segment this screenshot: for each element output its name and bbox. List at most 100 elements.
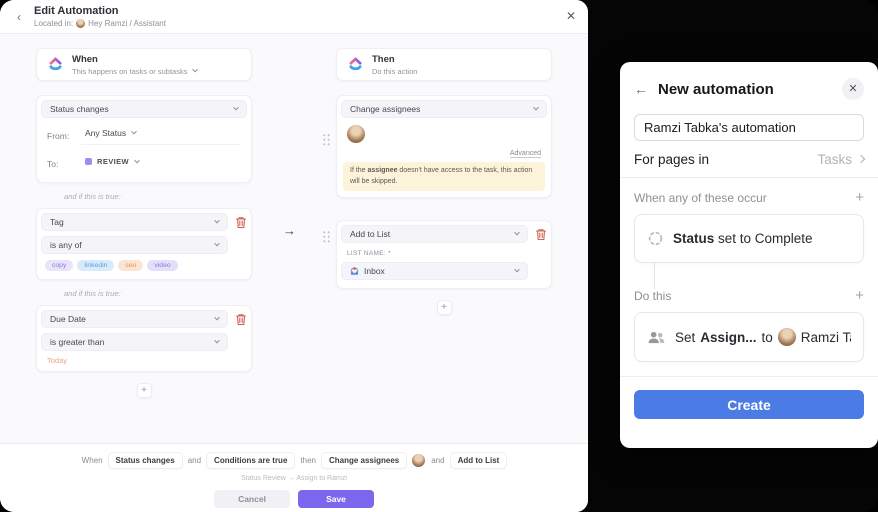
summary-trigger-chip[interactable]: Status changes	[108, 453, 182, 468]
chevron-down-icon	[514, 229, 520, 236]
back-arrow-icon[interactable]: ←	[634, 81, 648, 97]
chevron-down-icon	[192, 66, 199, 73]
clickup-logo-icon	[47, 56, 64, 73]
due-date-value[interactable]: Today	[47, 356, 68, 365]
from-label: From:	[47, 130, 70, 141]
action-assignee-avatar	[777, 328, 796, 346]
automation-summary: When Status changes and Conditions are t…	[0, 444, 588, 468]
when-subtitle-dropdown[interactable]: This happens on tasks or subtasks	[72, 66, 199, 76]
cancel-button[interactable]: Cancel	[214, 490, 290, 508]
chevron-down-icon	[214, 240, 220, 247]
status-to-row: To: REVIEW	[41, 147, 247, 174]
tag-chip[interactable]: video	[147, 260, 178, 271]
then-subtitle: Do this action	[372, 66, 418, 76]
from-status-select[interactable]: Any Status	[81, 126, 241, 145]
scope-value: Tasks	[817, 151, 852, 167]
trash-icon[interactable]	[235, 313, 247, 326]
tag-operator-select[interactable]: is any of	[41, 236, 228, 254]
save-button[interactable]: Save	[298, 490, 374, 508]
add-action-button[interactable]: +	[436, 300, 452, 315]
tag-condition-card: Tag is any of copy linkedin seo video	[36, 208, 252, 280]
due-date-condition-card: Due Date is greater than Today	[36, 305, 252, 372]
chevron-down-icon	[214, 314, 220, 321]
condition-divider-text: and if this is true:	[64, 289, 121, 298]
automation-name-input[interactable]	[634, 114, 864, 141]
tag-field-select[interactable]: Tag	[41, 213, 228, 231]
panel-title: New automation	[658, 80, 774, 98]
inbox-icon	[350, 267, 359, 276]
trigger-summary-card[interactable]: Status set to Complete	[634, 214, 864, 263]
located-in-label: Located in:	[34, 19, 74, 28]
tag-chip[interactable]: seo	[118, 260, 144, 271]
clickup-logo-icon	[347, 56, 364, 73]
status-spinner-icon	[647, 230, 664, 247]
action-section-label: Do this	[634, 289, 672, 303]
close-icon[interactable]: ✕	[842, 78, 864, 100]
arrow-right-icon: →	[283, 223, 296, 238]
trash-icon[interactable]	[535, 228, 547, 241]
add-to-list-card: Add to List LIST NAME: * Inbox	[336, 220, 552, 289]
close-icon[interactable]: ✕	[565, 9, 576, 23]
edit-automation-dialog: ‹ Edit Automation Located in: Hey Ramzi …	[0, 0, 588, 512]
to-status-select[interactable]: REVIEW	[81, 155, 241, 172]
due-date-field-select[interactable]: Due Date	[41, 310, 228, 328]
drag-handle-icon[interactable]	[322, 230, 330, 243]
panel-header: ← New automation ✕	[634, 78, 864, 100]
divider	[620, 376, 878, 377]
trash-icon[interactable]	[235, 216, 247, 229]
list-action-select[interactable]: Add to List	[341, 225, 528, 243]
dialog-header: ‹ Edit Automation Located in: Hey Ramzi …	[0, 0, 588, 34]
dialog-body: When This happens on tasks or subtasks S…	[0, 34, 588, 443]
tag-chip[interactable]: copy	[45, 260, 74, 271]
flow-connector-line	[654, 263, 655, 289]
new-automation-panel: ← New automation ✕ For pages in Tasks Wh…	[620, 62, 878, 448]
trigger-section-header: When any of these occur +	[634, 189, 864, 206]
summary-list-chip[interactable]: Add to List	[450, 453, 507, 468]
located-in: Located in: Hey Ramzi / Assistant	[34, 19, 166, 28]
assignee-avatar[interactable]	[347, 125, 365, 143]
summary-condition-chip[interactable]: Conditions are true	[207, 453, 295, 468]
assignees-people-icon	[647, 330, 666, 345]
condition-divider-text: and if this is true:	[64, 192, 121, 201]
chevron-down-icon	[134, 157, 140, 163]
chevron-down-icon	[214, 217, 220, 224]
trigger-type-select[interactable]: Status changes	[41, 100, 247, 118]
plus-icon[interactable]: +	[855, 287, 864, 304]
plus-icon[interactable]: +	[855, 189, 864, 206]
summary-and-word: and	[431, 456, 445, 465]
action-section-header: Do this +	[634, 287, 864, 304]
due-date-operator-select[interactable]: is greater than	[41, 333, 228, 351]
list-name-label: LIST NAME: *	[347, 250, 391, 257]
tag-chip[interactable]: linkedin	[77, 260, 115, 271]
action-summary-card[interactable]: Set Assign... to Ramzi Ta...	[634, 312, 864, 362]
drag-handle-icon[interactable]	[322, 133, 330, 146]
scope-label: For pages in	[634, 151, 710, 167]
tag-chip-list[interactable]: copy linkedin seo video	[41, 254, 247, 275]
list-select[interactable]: Inbox	[341, 262, 528, 280]
chevron-down-icon	[214, 337, 220, 344]
chevron-down-icon	[514, 266, 520, 273]
assignee-warning: If the assignee doesn't have access to t…	[343, 162, 545, 191]
then-title: Then	[372, 53, 395, 65]
trigger-card: Status changes From: Any Status To: R	[36, 95, 252, 183]
dialog-title-block: Edit Automation Located in: Hey Ramzi / …	[34, 5, 166, 28]
summary-action-chip[interactable]: Change assignees	[321, 453, 407, 468]
add-condition-button[interactable]: +	[136, 383, 152, 398]
then-column: Then Do this action Change assignees Adv…	[336, 48, 552, 315]
workspace-avatar	[76, 19, 86, 28]
scope-row[interactable]: For pages in Tasks	[634, 141, 866, 177]
status-from-row: From: Any Status	[41, 118, 247, 147]
trigger-section-label: When any of these occur	[634, 191, 767, 205]
back-icon[interactable]: ‹	[17, 9, 21, 24]
advanced-link[interactable]: Advanced	[509, 150, 541, 158]
status-color-swatch	[85, 158, 92, 165]
create-button[interactable]: Create	[634, 390, 864, 419]
change-assignees-card: Change assignees Advanced If the assigne…	[336, 95, 552, 198]
summary-when-word: When	[81, 456, 103, 465]
summary-assignee-avatar	[412, 454, 426, 467]
chevron-down-icon	[233, 104, 239, 111]
dialog-title: Edit Automation	[34, 5, 119, 17]
chevron-down-icon	[533, 104, 539, 111]
action-type-select[interactable]: Change assignees	[341, 100, 547, 118]
